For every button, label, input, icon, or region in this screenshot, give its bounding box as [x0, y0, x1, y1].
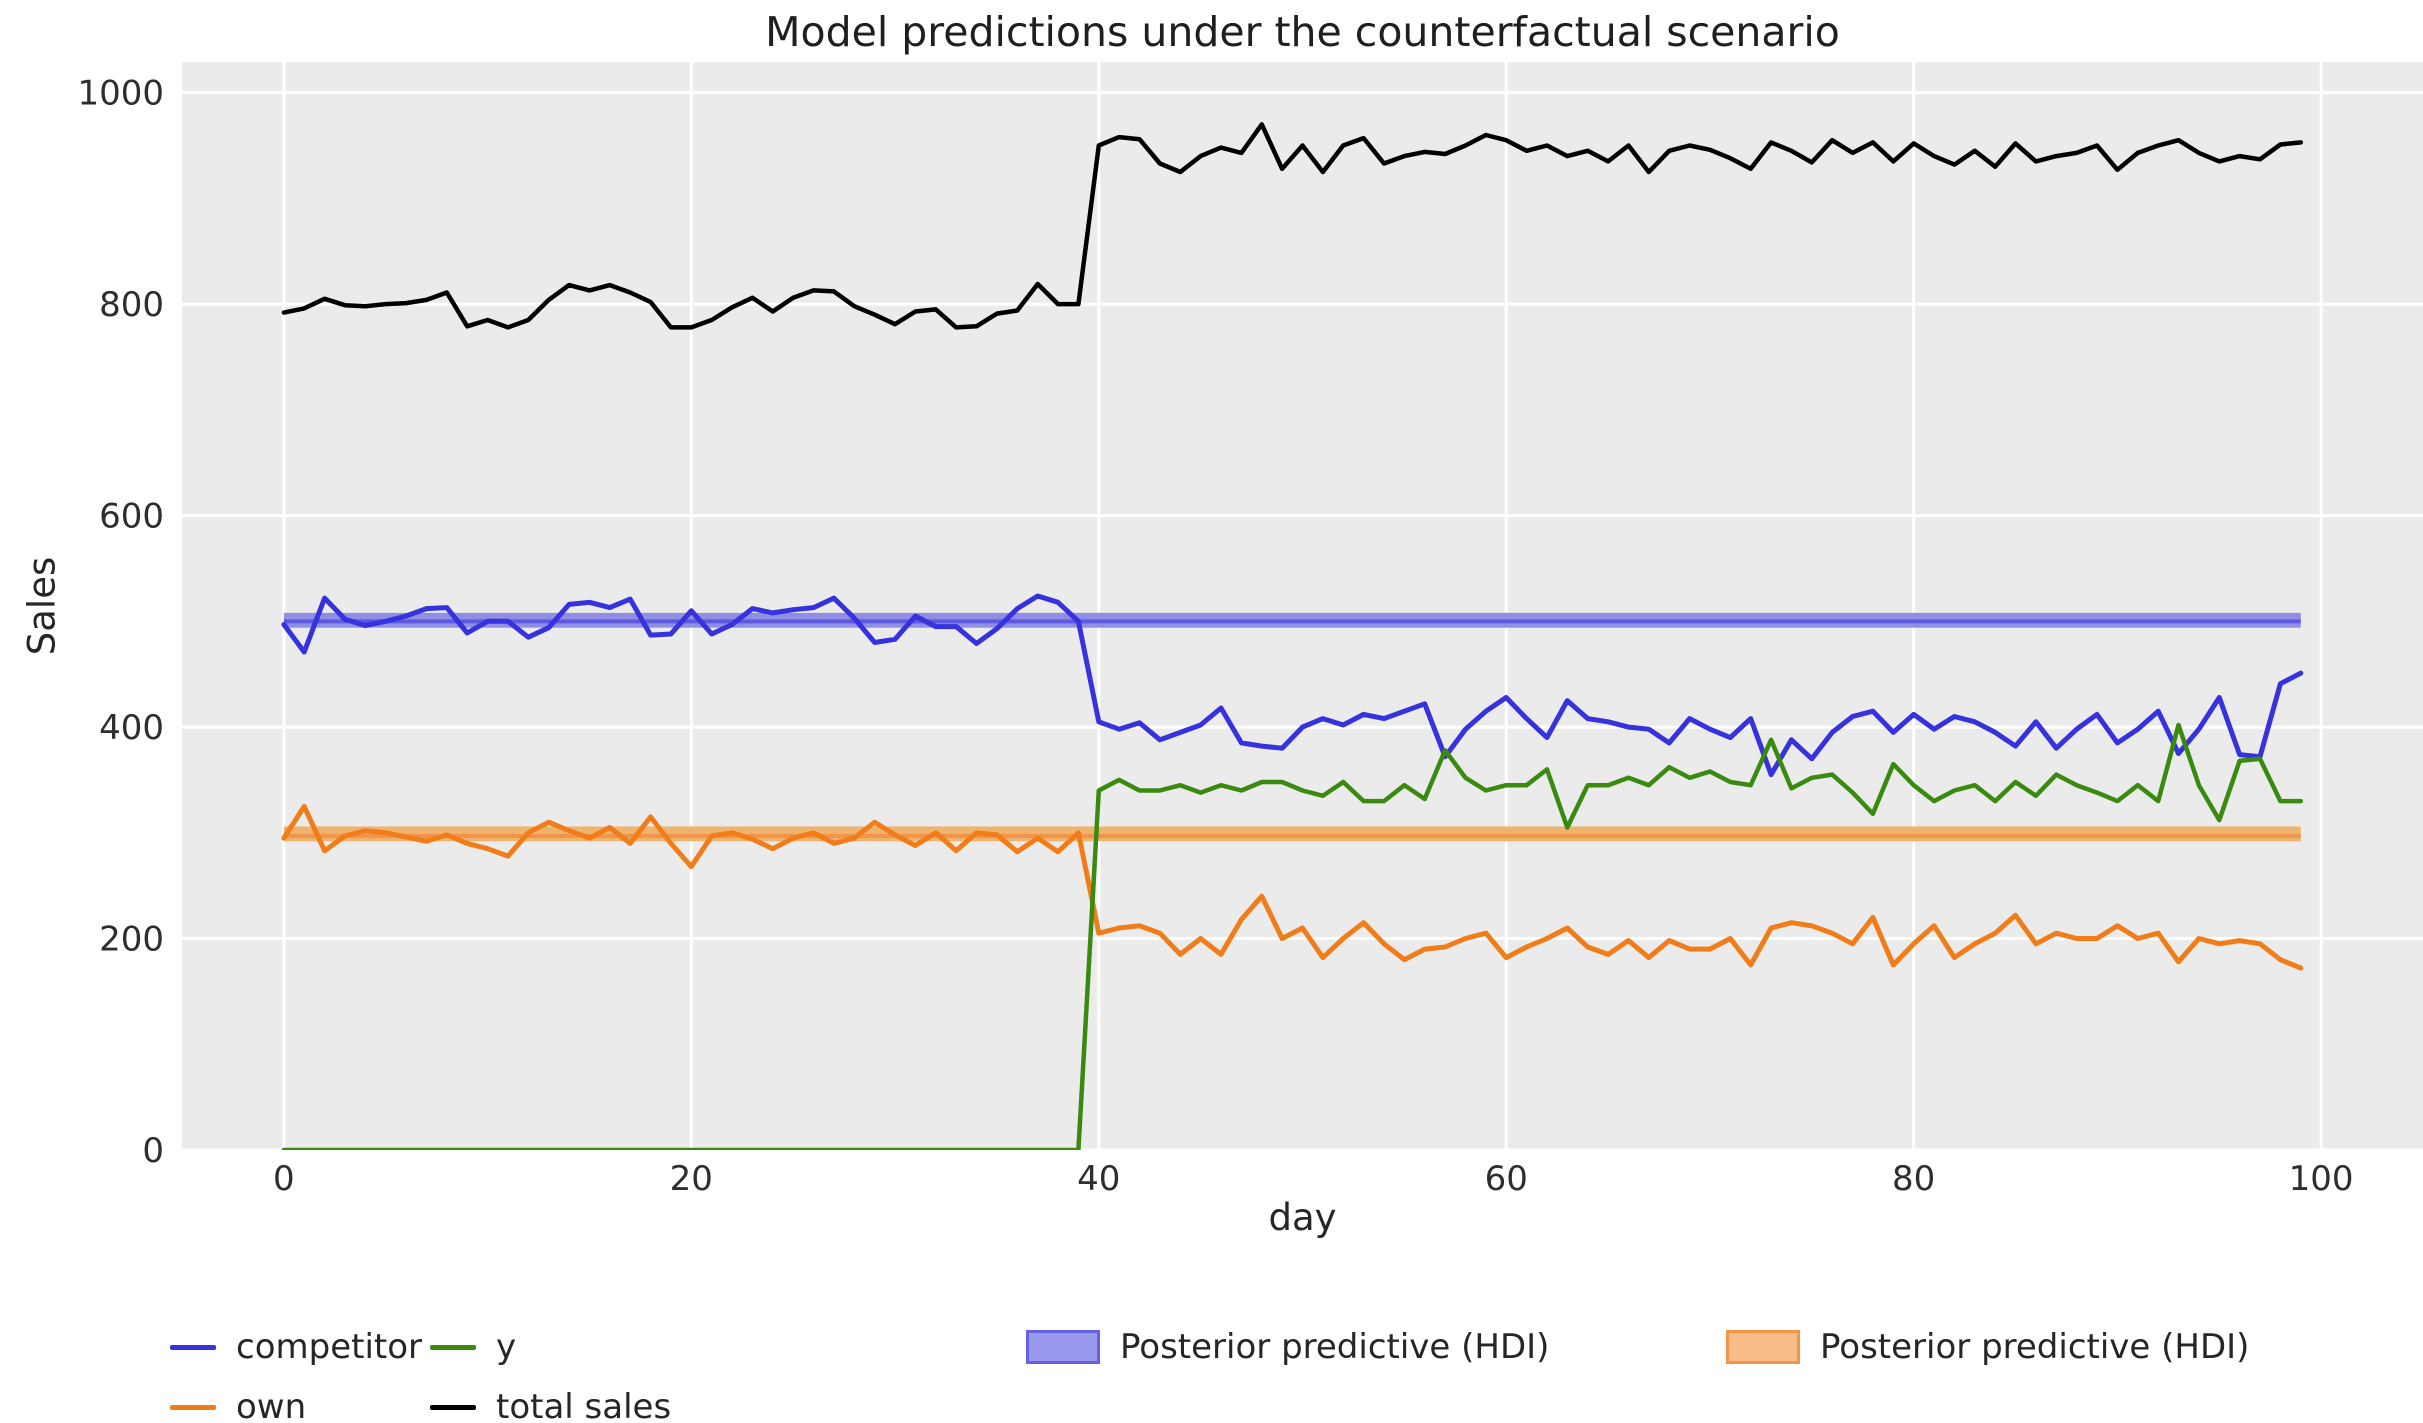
y-axis-label: Sales	[20, 556, 64, 656]
legend-patch-swatch-blue-hdi	[1026, 1330, 1100, 1364]
y-tick-label: 200	[99, 920, 164, 960]
y-tick-label: 400	[99, 708, 164, 748]
legend-item-competitor: competitor	[170, 1325, 422, 1369]
y-tick-label: 800	[99, 285, 164, 325]
legend-item-hdi-own: Posterior predictive (HDI)	[1726, 1325, 2249, 1369]
x-tick-label: 20	[670, 1159, 713, 1199]
legend-item-y: y	[430, 1325, 516, 1369]
y-tick-label: 600	[99, 497, 164, 537]
legend-line-swatch-competitor	[170, 1344, 216, 1350]
line-own	[281, 803, 2304, 971]
x-axis-label: day	[1268, 1196, 1337, 1239]
legend-label: y	[496, 1327, 517, 1367]
legend-label: Posterior predictive (HDI)	[1820, 1327, 2250, 1367]
chart-title: Model predictions under the counterfactu…	[765, 8, 1840, 56]
x-tick-label: 60	[1485, 1159, 1528, 1199]
plot-area	[182, 62, 2423, 1150]
x-tick-label: 0	[273, 1159, 295, 1199]
legend-line-swatch-total-sales	[430, 1404, 476, 1410]
y-tick-label: 1000	[77, 74, 164, 114]
legend-item-own: own	[170, 1385, 306, 1423]
legend-item-hdi-competitor: Posterior predictive (HDI)	[1026, 1325, 1549, 1369]
x-tick-label: 40	[1077, 1159, 1120, 1199]
legend-item-total-sales: total sales	[430, 1385, 671, 1423]
legend-line-swatch-y	[430, 1344, 476, 1350]
plot-artists	[281, 122, 2304, 1150]
legend-label: competitor	[236, 1327, 423, 1367]
legend-patch-swatch-orange-hdi	[1726, 1330, 1800, 1364]
x-tick-label: 100	[2289, 1159, 2354, 1199]
y-tick-label: 0	[142, 1131, 164, 1171]
line-y	[281, 722, 2304, 1150]
x-tick-label: 80	[1892, 1159, 1935, 1199]
legend-label: total sales	[496, 1387, 672, 1423]
legend-label: own	[236, 1387, 307, 1423]
line-competitor	[281, 593, 2304, 778]
legend-label: Posterior predictive (HDI)	[1120, 1327, 1550, 1367]
line-total-sales	[281, 122, 2304, 330]
legend-line-swatch-own	[170, 1404, 216, 1410]
